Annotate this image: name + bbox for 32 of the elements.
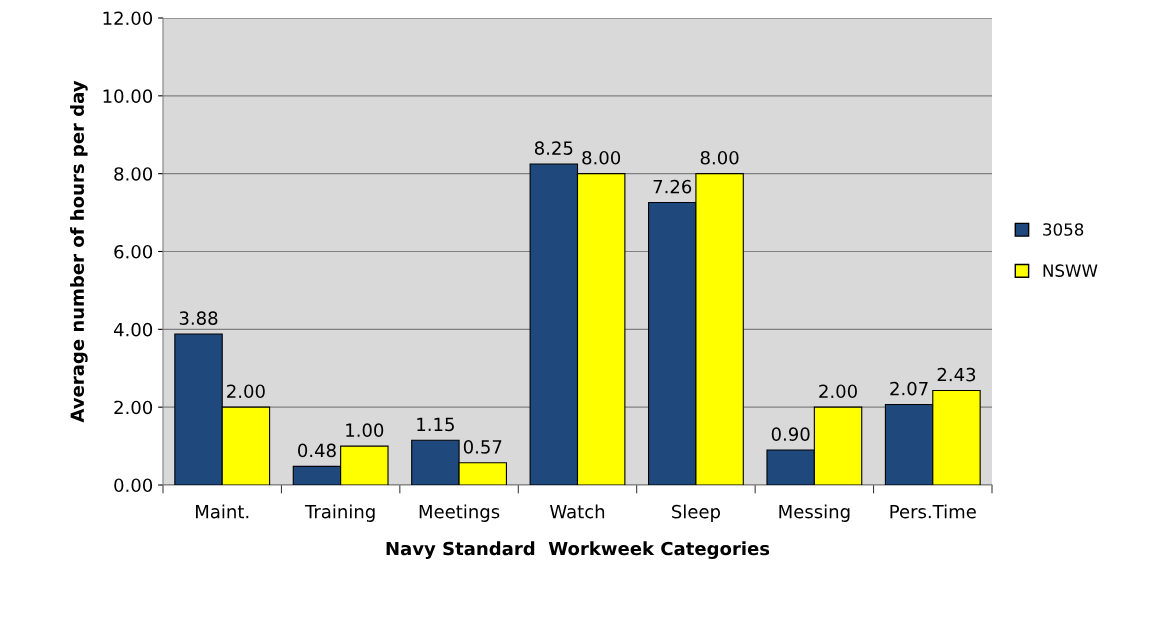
data-label: 2.00 <box>227 384 265 399</box>
data-label: 3.88 <box>179 311 218 325</box>
legend-label: 3058 <box>1043 223 1084 236</box>
data-label: 2.43 <box>937 367 976 382</box>
y-tick-label: 0.00 <box>114 478 153 493</box>
x-tick-label: Messing <box>779 504 850 522</box>
data-label: 0.57 <box>463 440 502 454</box>
data-label: 0.90 <box>771 427 810 441</box>
data-label: 1.15 <box>417 417 454 432</box>
y-tick-label: 8.00 <box>114 167 153 181</box>
data-label: 8.25 <box>534 141 573 155</box>
y-tick-label: 6.00 <box>114 244 153 259</box>
data-label: 0.48 <box>298 443 336 458</box>
data-label: 7.26 <box>653 179 692 194</box>
x-tick-label: Training <box>304 504 375 522</box>
x-tick-label: Pers.Time <box>890 504 976 519</box>
x-axis-title: Navy Standard Workweek Categories <box>386 541 770 559</box>
x-tick-label: Meetings <box>419 504 500 522</box>
data-label: 8.00 <box>582 150 621 165</box>
legend-label: NSWW <box>1043 264 1098 277</box>
x-tick-label: Watch <box>549 504 605 519</box>
y-tick-label: 10.00 <box>103 89 153 103</box>
x-tick-label: Maint. <box>196 504 249 519</box>
data-label: 2.07 <box>890 381 928 396</box>
data-label: 2.00 <box>819 384 857 399</box>
x-tick-label: Sleep <box>672 504 721 522</box>
y-tick-label: 12.00 <box>103 11 153 26</box>
data-label: 1.00 <box>346 423 384 438</box>
data-label: 8.00 <box>700 150 739 165</box>
y-tick-label: 2.00 <box>114 400 153 415</box>
y-tick-label: 4.00 <box>113 322 153 337</box>
y-axis-title: Average number of hours per day <box>70 80 88 423</box>
